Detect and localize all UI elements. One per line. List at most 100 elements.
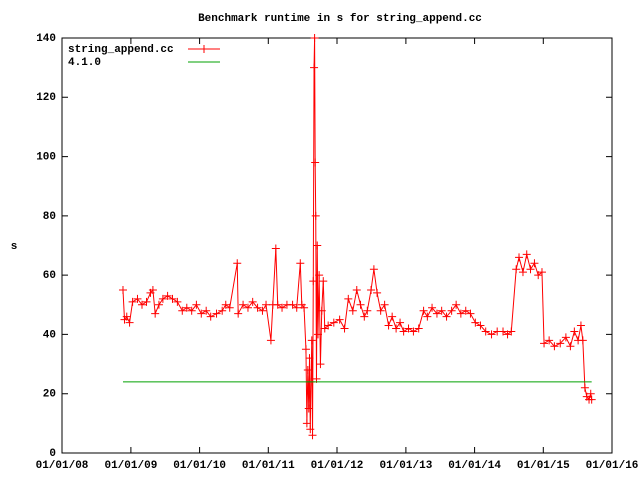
point-marker	[315, 271, 324, 280]
point-marker	[158, 294, 167, 303]
point-marker	[178, 306, 187, 315]
point-marker	[308, 431, 317, 440]
point-marker	[380, 300, 389, 309]
point-marker	[586, 389, 595, 398]
point-marker	[329, 318, 338, 327]
point-marker	[530, 259, 539, 268]
point-marker	[461, 306, 470, 315]
point-marker	[306, 425, 315, 434]
point-marker	[278, 303, 287, 312]
point-marker	[447, 306, 456, 315]
point-marker	[137, 300, 146, 309]
point-marker	[192, 300, 201, 309]
point-marker	[262, 300, 271, 309]
point-marker	[187, 306, 196, 315]
point-marker	[348, 306, 357, 315]
point-marker	[128, 297, 137, 306]
point-marker	[456, 309, 465, 318]
legend-marker	[200, 45, 208, 53]
legend-label: string_append.cc	[68, 44, 174, 56]
legend-label: 4.1.0	[68, 57, 101, 69]
x-tick-label: 01/01/14	[448, 460, 501, 472]
point-marker	[545, 336, 554, 345]
x-tick-label: 01/01/16	[586, 460, 639, 472]
y-tick-label: 120	[36, 92, 56, 104]
point-marker	[399, 327, 408, 336]
point-marker	[248, 297, 257, 306]
point-marker	[313, 330, 322, 339]
point-marker	[556, 339, 565, 348]
point-marker	[324, 321, 333, 330]
y-axis-label: s	[11, 241, 18, 253]
point-marker	[233, 259, 242, 268]
y-tick-label: 20	[43, 389, 56, 401]
point-marker	[313, 241, 322, 250]
point-marker	[550, 342, 559, 351]
point-marker	[151, 309, 160, 318]
point-marker	[305, 354, 314, 363]
point-marker	[266, 336, 275, 345]
point-marker	[271, 244, 280, 253]
point-marker	[423, 312, 432, 321]
point-marker	[428, 303, 437, 312]
point-marker	[118, 285, 127, 294]
point-marker	[173, 297, 182, 306]
point-marker	[154, 300, 163, 309]
x-tick-label: 01/01/09	[104, 460, 157, 472]
point-marker	[148, 285, 157, 294]
point-marker	[476, 321, 485, 330]
point-marker	[292, 303, 301, 312]
point-marker	[452, 300, 461, 309]
point-marker	[518, 268, 527, 277]
point-marker	[392, 324, 401, 333]
point-marker	[319, 277, 328, 286]
point-marker	[576, 321, 585, 330]
point-marker	[384, 321, 393, 330]
x-tick-label: 01/01/12	[311, 460, 364, 472]
y-tick-label: 40	[43, 329, 56, 341]
y-tick-label: 80	[43, 211, 56, 223]
point-marker	[225, 303, 234, 312]
point-marker	[526, 265, 535, 274]
point-marker	[142, 297, 151, 306]
point-marker	[540, 339, 549, 348]
point-marker	[587, 395, 596, 404]
point-marker	[404, 324, 413, 333]
y-tick-label: 0	[49, 448, 56, 460]
point-marker	[512, 265, 521, 274]
point-marker	[273, 300, 282, 309]
point-marker	[522, 250, 531, 259]
point-marker	[352, 285, 361, 294]
point-marker	[168, 294, 177, 303]
point-marker	[182, 303, 191, 312]
point-marker	[302, 419, 311, 428]
point-marker	[316, 360, 325, 369]
point-marker	[197, 309, 206, 318]
point-marker	[537, 268, 546, 277]
point-marker	[311, 158, 320, 167]
point-marker	[376, 306, 385, 315]
y-tick-label: 100	[36, 151, 56, 163]
x-tick-label: 01/01/11	[242, 460, 295, 472]
point-marker	[396, 318, 405, 327]
x-tick-label: 01/01/15	[517, 460, 570, 472]
point-marker	[212, 309, 221, 318]
point-marker	[367, 285, 376, 294]
point-marker	[409, 327, 418, 336]
point-marker	[442, 312, 451, 321]
chart-title: Benchmark runtime in s for string_append…	[198, 13, 482, 25]
point-marker	[296, 259, 305, 268]
point-marker	[243, 303, 252, 312]
point-marker	[388, 312, 397, 321]
point-marker	[432, 309, 441, 318]
point-marker	[317, 306, 326, 315]
point-marker	[310, 63, 319, 72]
point-marker	[300, 303, 309, 312]
point-marker	[414, 324, 423, 333]
point-marker	[481, 327, 490, 336]
point-marker	[561, 333, 570, 342]
point-marker	[360, 312, 369, 321]
point-marker	[580, 383, 589, 392]
point-marker	[133, 294, 142, 303]
x-tick-label: 01/01/13	[379, 460, 432, 472]
